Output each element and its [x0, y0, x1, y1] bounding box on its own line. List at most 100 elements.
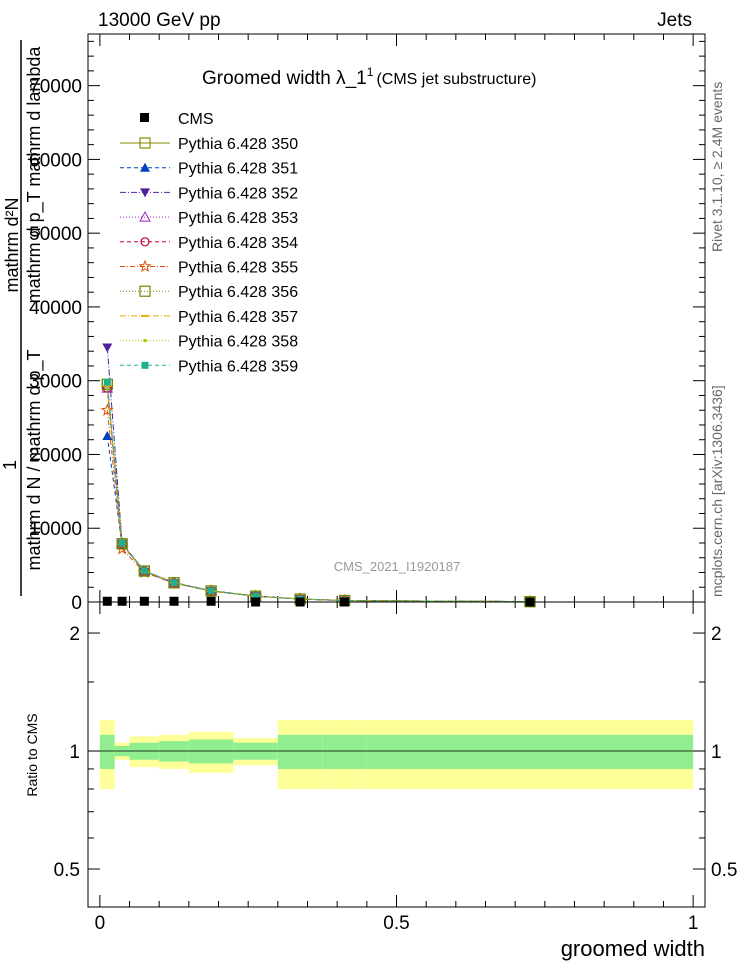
series-5 — [102, 383, 535, 607]
analysis-watermark: CMS_2021_I1920187 — [334, 559, 461, 574]
legend-item-2: Pythia 6.428 351 — [120, 161, 298, 178]
ylabel-line3: 1 — [0, 460, 20, 470]
series-marker — [138, 565, 150, 577]
series-line — [106, 385, 531, 603]
legend-label: Pythia 6.428 359 — [178, 358, 298, 375]
cms-point — [102, 596, 112, 606]
ratio-plot-frame — [87, 601, 706, 908]
ratio-bands — [99, 719, 694, 790]
series-marker — [140, 188, 150, 198]
ylabel-line1: mathrm d²N — [2, 197, 22, 292]
ratio-tick-label-left: 1 — [69, 742, 80, 763]
series-marker — [140, 567, 148, 575]
series-marker — [115, 541, 129, 555]
series-line — [106, 388, 531, 603]
plot-title-suffix: (CMS jet substructure) — [376, 71, 536, 88]
ratio-band-inner — [322, 734, 367, 769]
series-line — [106, 386, 531, 603]
main-x-ticks: 0 0.5 1 — [95, 34, 699, 934]
cms-point — [117, 596, 127, 606]
series-marker — [139, 137, 151, 149]
legend-item-8: Pythia 6.428 357 — [120, 309, 298, 326]
legend-item-5: Pythia 6.428 354 — [120, 235, 298, 252]
legend-label: Pythia 6.428 353 — [178, 210, 298, 227]
series-line — [106, 388, 531, 603]
legend-label: Pythia 6.428 352 — [178, 185, 298, 202]
series-marker — [170, 579, 178, 587]
series-marker — [252, 592, 260, 600]
series-8 — [103, 384, 534, 603]
y-tick-label: 60000 — [29, 150, 82, 171]
legend-item-cms: CMS — [140, 111, 214, 128]
ratio-axes: 0.5 1 2 0.5 1 2 — [54, 624, 738, 881]
legend-label: Pythia 6.428 354 — [178, 235, 298, 252]
series-marker — [141, 361, 149, 369]
legend-label: Pythia 6.428 358 — [178, 334, 298, 351]
series-marker — [139, 285, 151, 297]
y-tick-label: 50000 — [29, 224, 82, 245]
x-tick-label: 1 — [688, 913, 699, 934]
cms-point — [169, 596, 179, 606]
legend-marker — [140, 113, 149, 122]
ratio-tick-label-right: 0.5 — [711, 860, 737, 881]
ratio-tick-label-right: 2 — [711, 624, 722, 645]
series-line — [106, 347, 531, 603]
series-marker — [138, 259, 152, 273]
main-y-axis-label: mathrm d²N mathrm d p_T mathrm d lambda … — [0, 40, 45, 596]
plot-title-sup: 1 — [367, 65, 374, 79]
ratio-tick-label-left: 2 — [69, 624, 80, 645]
x-axis-label: groomed width — [561, 936, 705, 961]
header-left: 13000 GeV pp — [98, 10, 221, 31]
series-marker — [140, 237, 150, 247]
legend-item-9: Pythia 6.428 358 — [120, 334, 298, 351]
series-marker — [139, 211, 151, 222]
series-9 — [105, 384, 532, 604]
series-4 — [101, 382, 536, 607]
legend: CMS Pythia 6.428 350 Pythia 6.428 351 Pythi… — [120, 111, 298, 375]
legend-item-3: Pythia 6.428 352 — [120, 185, 298, 202]
series-marker — [100, 403, 114, 416]
series-marker — [102, 343, 113, 353]
ratio-band-inner — [366, 734, 694, 769]
series-marker — [140, 162, 150, 172]
series-line — [106, 410, 531, 603]
legend-item-1: Pythia 6.428 350 — [120, 136, 298, 153]
x-tick-label: 0.5 — [383, 913, 409, 934]
series-3 — [102, 343, 535, 607]
series-marker — [168, 577, 180, 589]
ratio-tick-label-left: 0.5 — [54, 860, 80, 881]
y-tick-label: 10000 — [29, 519, 82, 540]
series-1 — [101, 378, 536, 608]
series-line — [106, 384, 531, 603]
series-line — [106, 384, 531, 603]
main-y-axis: 0 10000 20000 30000 40000 50000 60000 70000 — [29, 40, 705, 614]
series-2 — [102, 431, 535, 606]
y-tick-label: 0 — [71, 593, 82, 614]
y-tick-label: 40000 — [29, 298, 82, 319]
series-marker — [118, 539, 126, 547]
cms-point — [206, 596, 216, 606]
header-right: Jets — [657, 10, 692, 31]
legend-label: Pythia 6.428 355 — [178, 260, 298, 277]
ylabel-line2: mathrm d p_T mathrm d lambda — [24, 46, 45, 304]
legend-label: Pythia 6.428 351 — [178, 161, 298, 178]
series-6 — [100, 403, 537, 608]
series-marker — [103, 378, 111, 386]
ratio-tick-label-right: 1 — [711, 742, 722, 763]
ylabel-line4: mathrm d N / mathrm d p_T — [24, 349, 45, 570]
plot-title: Groomed width λ_11 (CMS jet substructure) — [202, 65, 536, 89]
main-series-group — [100, 343, 537, 608]
legend-label: Pythia 6.428 356 — [178, 284, 298, 301]
y-tick-label: 20000 — [29, 445, 82, 466]
legend-label: CMS — [178, 111, 214, 128]
y-tick-label: 70000 — [29, 77, 82, 98]
series-10 — [103, 378, 534, 606]
series-7 — [101, 378, 536, 608]
ratio-band-inner — [188, 739, 234, 764]
cms-point — [139, 596, 149, 606]
legend-item-6: Pythia 6.428 355 — [120, 260, 298, 277]
series-marker — [143, 338, 147, 343]
series-marker — [205, 585, 217, 597]
series-line — [106, 382, 531, 603]
